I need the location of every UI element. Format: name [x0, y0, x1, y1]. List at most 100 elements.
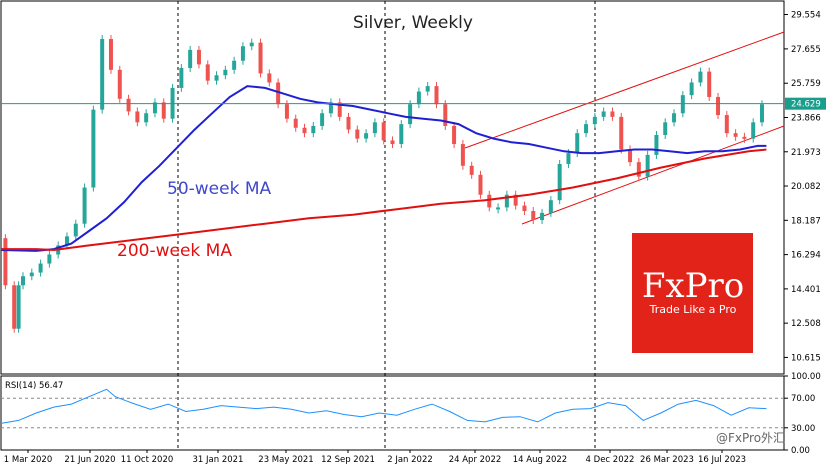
price-candle	[751, 122, 756, 139]
rsi-tick-label: 0.00	[791, 446, 810, 456]
price-candle	[205, 64, 210, 81]
price-candle	[311, 125, 316, 134]
price-candle	[601, 111, 606, 117]
price-candle	[469, 165, 474, 175]
price-candle	[3, 238, 8, 286]
price-candle	[302, 127, 307, 134]
price-candle	[742, 136, 747, 139]
trend-channel	[464, 31, 785, 225]
price-candle	[320, 113, 325, 126]
price-candle	[698, 71, 703, 83]
price-candle	[584, 124, 589, 134]
price-candle	[425, 86, 430, 92]
price-candle	[399, 124, 404, 145]
price-candle	[548, 200, 553, 213]
rsi-tick-label: 30.00	[791, 424, 815, 434]
price-tick-label: 16.294	[791, 251, 821, 261]
price-candle	[346, 116, 351, 130]
time-tick-label: 24 Apr 2022	[449, 455, 502, 465]
price-candle	[47, 254, 52, 264]
watermark: @FxPro外汇	[716, 431, 785, 445]
price-candle	[390, 140, 395, 145]
price-candle	[196, 49, 201, 65]
price-candle	[443, 104, 448, 126]
time-tick-label: 23 May 2021	[258, 455, 313, 465]
price-candle	[566, 153, 571, 164]
price-tick-label: 18.187	[791, 216, 821, 226]
price-candle	[504, 194, 509, 208]
price-axis: 29.554 27.655 25.759 23.866 21.973 20.082 18.1…	[1, 11, 826, 363]
time-gridlines	[177, 1, 596, 450]
price-candle	[16, 285, 21, 329]
ma50-line	[0, 85, 767, 252]
price-tick-label: 25.759	[791, 79, 821, 89]
price-candle	[20, 276, 25, 286]
price-tick-label: 20.082	[791, 182, 821, 192]
channel-upper-line	[464, 31, 785, 149]
price-candle	[522, 205, 527, 212]
current-price-label: 24.629	[791, 100, 821, 110]
time-tick-label: 26 Mar 2023	[640, 455, 694, 465]
price-candle	[258, 42, 263, 74]
price-candle	[267, 73, 272, 83]
fxpro-logo: FxPro Trade Like a Pro	[632, 233, 753, 353]
rsi-line	[0, 388, 767, 424]
time-tick-label: 14 Aug 2022	[513, 455, 567, 465]
price-candle	[663, 122, 668, 135]
price-candle	[152, 102, 157, 114]
rsi-tick-label: 70.00	[791, 394, 815, 404]
rsi-tick-label: 100.00	[791, 372, 821, 382]
time-axis: 1 Mar 2020 21 Jun 2020 11 Oct 2020 31 Jan 2…	[4, 450, 746, 465]
price-tick-label: 12.508	[791, 319, 821, 329]
price-candle	[249, 42, 254, 47]
price-candle	[575, 133, 580, 154]
price-candle	[513, 194, 518, 206]
price-candle	[12, 285, 17, 329]
price-candle	[672, 113, 677, 123]
time-tick-label: 31 Jan 2021	[193, 455, 244, 465]
time-tick-label: 4 Dec 2022	[586, 455, 635, 465]
price-tick-label: 23.866	[791, 113, 821, 123]
price-candle	[487, 194, 492, 208]
price-candle	[73, 223, 78, 237]
rsi-layer	[0, 388, 784, 429]
logo-background	[632, 233, 753, 353]
price-candle	[408, 104, 413, 125]
price-candle	[117, 69, 122, 99]
price-tick-label: 29.554	[791, 11, 821, 21]
price-candle	[284, 104, 289, 119]
price-candle	[434, 86, 439, 105]
price-candle	[540, 212, 545, 221]
price-candle	[38, 263, 43, 273]
price-candle	[610, 111, 615, 117]
price-candle	[337, 102, 342, 117]
price-candle	[364, 133, 369, 139]
ma200-annotation: 200-week MA	[117, 241, 232, 261]
price-candle	[416, 91, 421, 105]
price-candle	[592, 116, 597, 125]
channel-lower-line	[521, 125, 785, 225]
price-candle	[108, 39, 113, 70]
price-candle	[232, 60, 237, 70]
price-candle	[636, 162, 641, 177]
rsi-axis: 100.00 70.00 30.00 0.00	[784, 372, 821, 456]
price-candle	[179, 67, 184, 88]
time-tick-label: 1 Mar 2020	[4, 455, 52, 465]
time-tick-label: 12 Sep 2021	[321, 455, 375, 465]
time-tick-label: 16 Jul 2023	[698, 455, 746, 465]
price-candle	[100, 39, 105, 110]
current-price-box	[785, 97, 826, 110]
price-candle	[645, 154, 650, 177]
rsi-plot-frame	[0, 375, 785, 451]
price-tick-label: 27.655	[791, 45, 821, 55]
price-candle	[328, 102, 333, 114]
price-candle	[716, 96, 721, 116]
price-candle	[135, 111, 140, 123]
price-candle	[372, 122, 377, 134]
price-candle	[91, 109, 96, 188]
price-candle	[126, 98, 131, 112]
logo-wordmark: FxPro	[642, 266, 744, 306]
price-candle	[689, 82, 694, 96]
price-candle	[82, 187, 87, 224]
